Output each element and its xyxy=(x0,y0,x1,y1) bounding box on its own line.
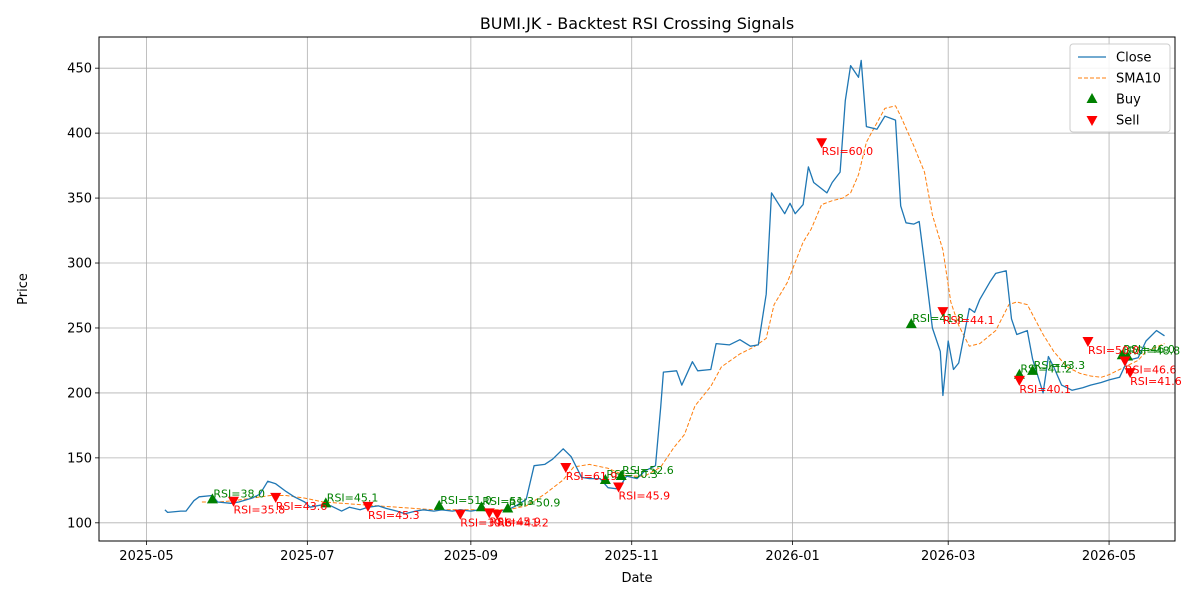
legend-label: Buy xyxy=(1116,93,1141,108)
buy-marker xyxy=(615,470,627,481)
sell-annotation: RSI=39.6 xyxy=(460,517,512,530)
x-tick-label: 2025-11 xyxy=(605,549,659,564)
buy-annotation: RSI=50.9 xyxy=(509,497,561,510)
legend-buy-swatch xyxy=(1086,93,1098,103)
buy-annotation: RSI=51.0 xyxy=(440,494,492,507)
sell-annotation: RSI=50.0 xyxy=(1088,344,1140,357)
sell-annotation: RSI=44.1 xyxy=(943,314,995,327)
sell-annotation: RSI=41.6 xyxy=(1130,375,1182,388)
buy-marker xyxy=(502,502,514,513)
close-series xyxy=(164,59,1165,515)
sell-annotation: RSI=45.9 xyxy=(489,515,541,528)
buy-annotation: RSI=41.2 xyxy=(1020,363,1072,376)
buy-annotation: RSI=48.8 xyxy=(1129,345,1181,358)
buy-marker xyxy=(433,499,445,510)
y-axis-ticks: 100 150 200 250 300 350 400 450 xyxy=(67,62,99,531)
x-axis-ticks: 2025-05 2025-07 2025-09 2025-11 2026-01 2026-… xyxy=(119,541,1136,564)
buy-annotation: RSI=51.3 xyxy=(482,495,534,508)
sell-marker xyxy=(1119,356,1131,367)
sell-marker xyxy=(270,492,282,503)
buy-marker xyxy=(599,473,611,484)
y-tick-label: 400 xyxy=(67,127,92,142)
sell-marker xyxy=(483,508,495,519)
buy-annotation: RSI=50.3 xyxy=(606,468,658,481)
sell-marker xyxy=(560,462,572,473)
legend-sell-swatch xyxy=(1086,116,1098,126)
x-tick-label: 2025-09 xyxy=(444,549,498,564)
buy-marker xyxy=(320,497,332,508)
sell-annotation: RSI=43.6 xyxy=(276,500,328,513)
x-tick-label: 2026-01 xyxy=(765,549,819,564)
y-tick-label: 100 xyxy=(67,516,92,531)
plot-frame xyxy=(98,36,1176,542)
legend-label: Close xyxy=(1116,51,1151,66)
y-tick-label: 200 xyxy=(67,386,92,401)
sell-marker xyxy=(613,482,625,493)
legend-box xyxy=(1069,43,1171,133)
legend-label: Sell xyxy=(1116,114,1139,129)
sell-annotation: RSI=35.8 xyxy=(234,504,286,517)
y-tick-label: 350 xyxy=(67,192,92,207)
sell-marker xyxy=(228,496,239,507)
x-tick-label: 2026-05 xyxy=(1082,549,1136,564)
sell-marker xyxy=(1082,336,1094,347)
y-tick-label: 300 xyxy=(67,257,92,272)
sell-marker xyxy=(937,307,949,318)
buy-marker xyxy=(206,493,218,504)
sell-annotation: RSI=61.9 xyxy=(566,470,618,483)
sell-annotation: RSI=40.1 xyxy=(1019,383,1071,396)
buy-marker xyxy=(1027,364,1039,375)
buy-annotation: RSI=46.0 xyxy=(1123,343,1175,356)
sell-marker xyxy=(491,509,503,520)
sell-marker xyxy=(1013,375,1025,386)
grid xyxy=(99,37,1175,541)
sell-annotation: RSI=45.9 xyxy=(619,489,671,502)
sell-marker xyxy=(454,509,466,520)
chart-title: BUMI.JK - Backtest RSI Crossing Signals xyxy=(480,14,794,33)
x-tick-label: 2025-07 xyxy=(280,549,334,564)
y-tick-label: 450 xyxy=(67,62,92,77)
y-axis-label: Price xyxy=(16,273,31,305)
legend: Close SMA10 Buy Sell xyxy=(1069,43,1171,133)
y-tick-label: 150 xyxy=(67,451,92,466)
buy-annotation: RSI=52.6 xyxy=(622,464,674,477)
close-line xyxy=(164,59,1165,515)
buy-marker xyxy=(905,318,917,329)
x-tick-label: 2026-03 xyxy=(921,549,975,564)
sell-annotation: RSI=41.2 xyxy=(497,517,549,530)
buy-annotation: RSI=45.1 xyxy=(327,491,379,504)
signal-annotations: RSI=38.0 RSI=45.1 RSI=51.0RSI=51.3RSI=50.9… xyxy=(213,145,1181,530)
x-tick-label: 2025-05 xyxy=(119,549,173,564)
sell-marker xyxy=(816,138,828,149)
sma10-series xyxy=(201,105,1165,511)
sell-annotation: RSI=60.0 xyxy=(822,145,874,158)
sell-annotation: RSI=46.6 xyxy=(1125,363,1177,376)
buy-annotation: RSI=43.3 xyxy=(1034,359,1086,372)
x-axis-label: Date xyxy=(621,571,652,586)
sell-annotation: RSI=45.3 xyxy=(368,509,420,522)
legend-label: SMA10 xyxy=(1116,72,1161,87)
sell-marker xyxy=(362,501,374,512)
buy-annotation: RSI=41.8 xyxy=(912,312,964,325)
signal-markers xyxy=(206,138,1136,520)
buy-annotation: RSI=38.0 xyxy=(213,487,265,500)
y-tick-label: 250 xyxy=(67,321,92,336)
sma10-line xyxy=(201,105,1165,511)
sell-marker xyxy=(1124,368,1136,379)
